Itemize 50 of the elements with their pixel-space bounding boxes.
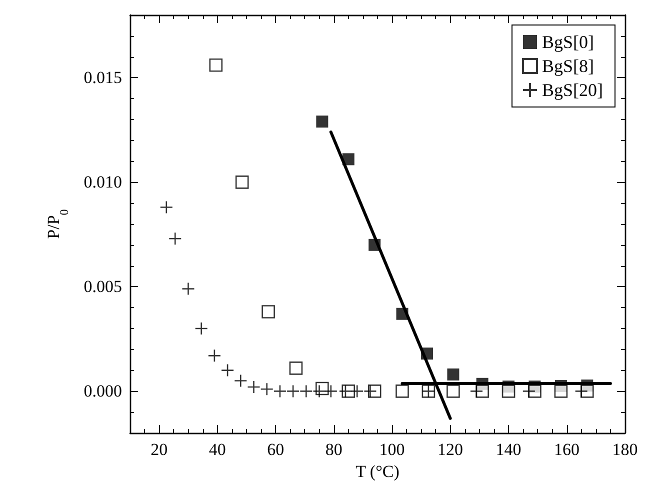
point xyxy=(247,380,260,394)
x-tick-label: 160 xyxy=(554,440,580,459)
point xyxy=(260,382,274,396)
legend-label: BgS[8] xyxy=(542,56,594,76)
x-tick-label: 140 xyxy=(496,440,522,459)
point xyxy=(350,384,364,398)
point xyxy=(194,322,208,336)
x-tick-label: 100 xyxy=(379,440,405,459)
point xyxy=(209,58,223,72)
point xyxy=(447,368,460,380)
point xyxy=(476,384,489,398)
point xyxy=(182,282,195,296)
x-tick-label: 80 xyxy=(325,440,342,459)
x-tick-label: 120 xyxy=(438,440,464,459)
point xyxy=(220,364,234,377)
point xyxy=(342,153,354,166)
y-tick-label: 0.000 xyxy=(84,382,122,401)
x-tick-label: 60 xyxy=(267,440,284,459)
x-tick-label: 180 xyxy=(612,440,638,459)
y-tick-label: 0.005 xyxy=(84,277,122,296)
point xyxy=(234,374,248,388)
x-axis-title: T (°C) xyxy=(356,462,400,481)
point xyxy=(300,384,313,398)
point xyxy=(324,384,338,398)
point xyxy=(470,384,484,398)
point xyxy=(208,349,222,362)
y-tick-label: 0.015 xyxy=(84,68,122,88)
point xyxy=(338,384,352,398)
point xyxy=(502,384,516,398)
point xyxy=(286,384,300,398)
point xyxy=(273,384,287,398)
point xyxy=(522,384,536,398)
point xyxy=(235,176,249,189)
point xyxy=(312,384,326,398)
point xyxy=(421,348,433,360)
x-tick-label: 20 xyxy=(150,440,168,459)
y-tick-label: 0.010 xyxy=(84,172,122,192)
point xyxy=(168,232,182,246)
point xyxy=(396,308,408,320)
point xyxy=(554,384,568,398)
point xyxy=(364,384,377,398)
point xyxy=(160,200,174,214)
legend-label: BgS[20] xyxy=(542,80,604,100)
x-tick-label: 40 xyxy=(208,440,226,459)
y-axis-title: P/P0 xyxy=(44,209,71,239)
point xyxy=(574,384,588,398)
point xyxy=(368,238,381,251)
legend-label: BgS[0] xyxy=(542,32,594,52)
point xyxy=(289,362,303,375)
point xyxy=(316,116,328,128)
